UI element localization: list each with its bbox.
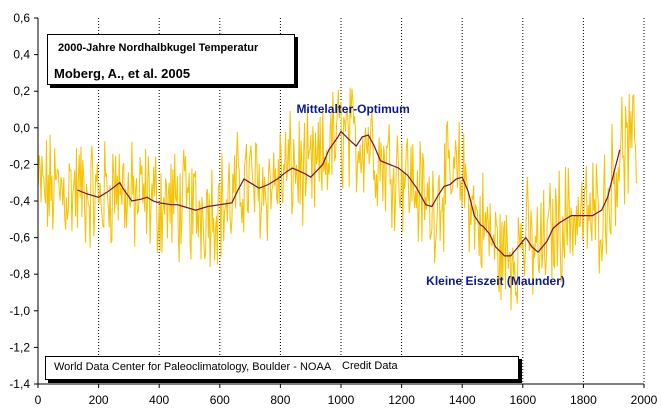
- credit-note: Credit Data: [342, 360, 398, 372]
- y-tick-label: 0,4: [13, 48, 30, 62]
- annotations: Mittelalter-Optimum Kleine Eiszeit (Maund…: [296, 102, 564, 288]
- title-box: 2000-Jahre Nordhalbkugel Temperatur Mobe…: [47, 34, 295, 85]
- annotation-label: Mittelalter-Optimum: [296, 102, 409, 116]
- x-tick-label: 2000: [631, 393, 658, 407]
- annual-series: [37, 87, 638, 311]
- x-tick-label: 1800: [570, 393, 597, 407]
- x-ticks: 0 200 400 600 800 1000 1200 1400 1600 1800 2000: [35, 384, 658, 407]
- y-tick-label: 0,6: [13, 11, 30, 25]
- x-tick-label: 200: [89, 393, 109, 407]
- y-tick-label: 0,0: [13, 121, 30, 135]
- y-tick-label: -0,2: [9, 157, 30, 171]
- chart-title: 2000-Jahre Nordhalbkugel Temperatur: [58, 42, 259, 54]
- y-tick-label: -1,2: [9, 340, 30, 354]
- y-tick-label: -1,0: [9, 304, 30, 318]
- y-tick-label: -1,4: [9, 377, 30, 391]
- y-tick-label: -0,8: [9, 267, 30, 281]
- x-tick-label: 0: [35, 393, 42, 407]
- annual-series-line: [37, 87, 638, 311]
- chart-subtitle: Moberg, A., et al. 2005: [54, 66, 191, 81]
- y-ticks: 0,6 0,4 0,2 0,0 -0,2 -0,4 -0,6 -0,8 -1,0 -1,2 -1,4: [9, 11, 38, 391]
- x-tick-label: 1200: [388, 393, 415, 407]
- credit-source: World Data Center for Paleoclimatology, …: [54, 361, 332, 373]
- y-tick-label: -0,4: [9, 194, 30, 208]
- smoothed-series-line: [77, 130, 621, 257]
- x-tick-label: 600: [210, 393, 230, 407]
- y-tick-label: -0,6: [9, 231, 30, 245]
- y-tick-label: 0,2: [13, 84, 30, 98]
- x-tick-label: 800: [270, 393, 290, 407]
- credit-box: World Data Center for Paleoclimatology, …: [45, 356, 519, 380]
- x-tick-label: 1600: [509, 393, 536, 407]
- annotation-label: Kleine Eiszeit (Maunder): [426, 274, 565, 288]
- x-tick-label: 1000: [328, 393, 355, 407]
- x-tick-label: 400: [149, 393, 169, 407]
- x-tick-label: 1400: [449, 393, 476, 407]
